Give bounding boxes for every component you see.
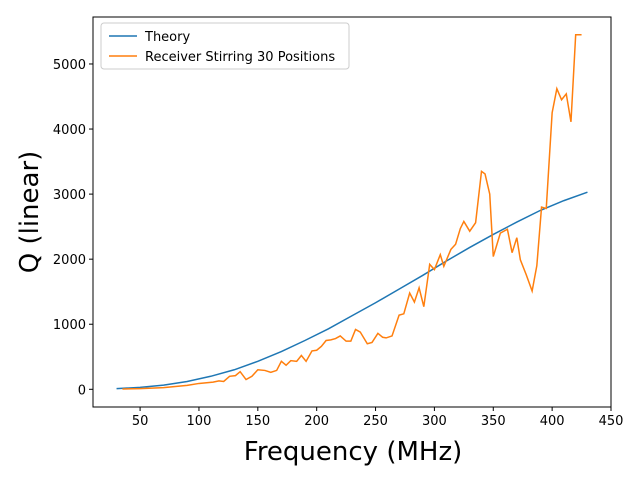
- x-tick-label: 450: [599, 414, 624, 429]
- legend-box: [100, 22, 350, 70]
- data-line: [122, 33, 582, 390]
- y-tick-label: 3000: [53, 188, 86, 203]
- x-tick-label: 300: [422, 414, 447, 429]
- x-tick-label: 50: [132, 414, 149, 429]
- x-tick-label: 200: [304, 414, 329, 429]
- x-tick-label: 250: [363, 414, 388, 429]
- y-tick-label: 5000: [53, 58, 86, 73]
- x-tick-label: 350: [481, 414, 506, 429]
- y-tick-label: 1000: [53, 318, 86, 333]
- x-tick-label: 400: [540, 414, 565, 429]
- x-tick-label: 100: [187, 414, 212, 429]
- x-axis-label: Frequency (MHz): [244, 437, 463, 467]
- legend-label: Receiver Stirring 30 Positions: [145, 50, 335, 65]
- legend-label: Theory: [144, 30, 190, 45]
- y-tick-label: 0: [78, 383, 86, 398]
- y-tick-label: 4000: [53, 123, 86, 138]
- legend: Theory Receiver Stirring 30 Positions: [100, 22, 350, 70]
- y-axis-label: Q (linear): [15, 151, 45, 274]
- plot-frame: [92, 16, 612, 408]
- y-tick-label: 2000: [53, 253, 86, 268]
- x-tick-label: 150: [245, 414, 270, 429]
- data-line: [116, 191, 588, 390]
